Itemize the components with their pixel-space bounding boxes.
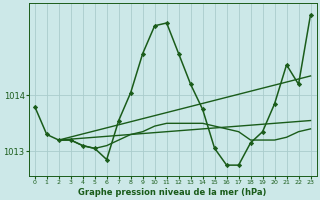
X-axis label: Graphe pression niveau de la mer (hPa): Graphe pression niveau de la mer (hPa) [78,188,267,197]
